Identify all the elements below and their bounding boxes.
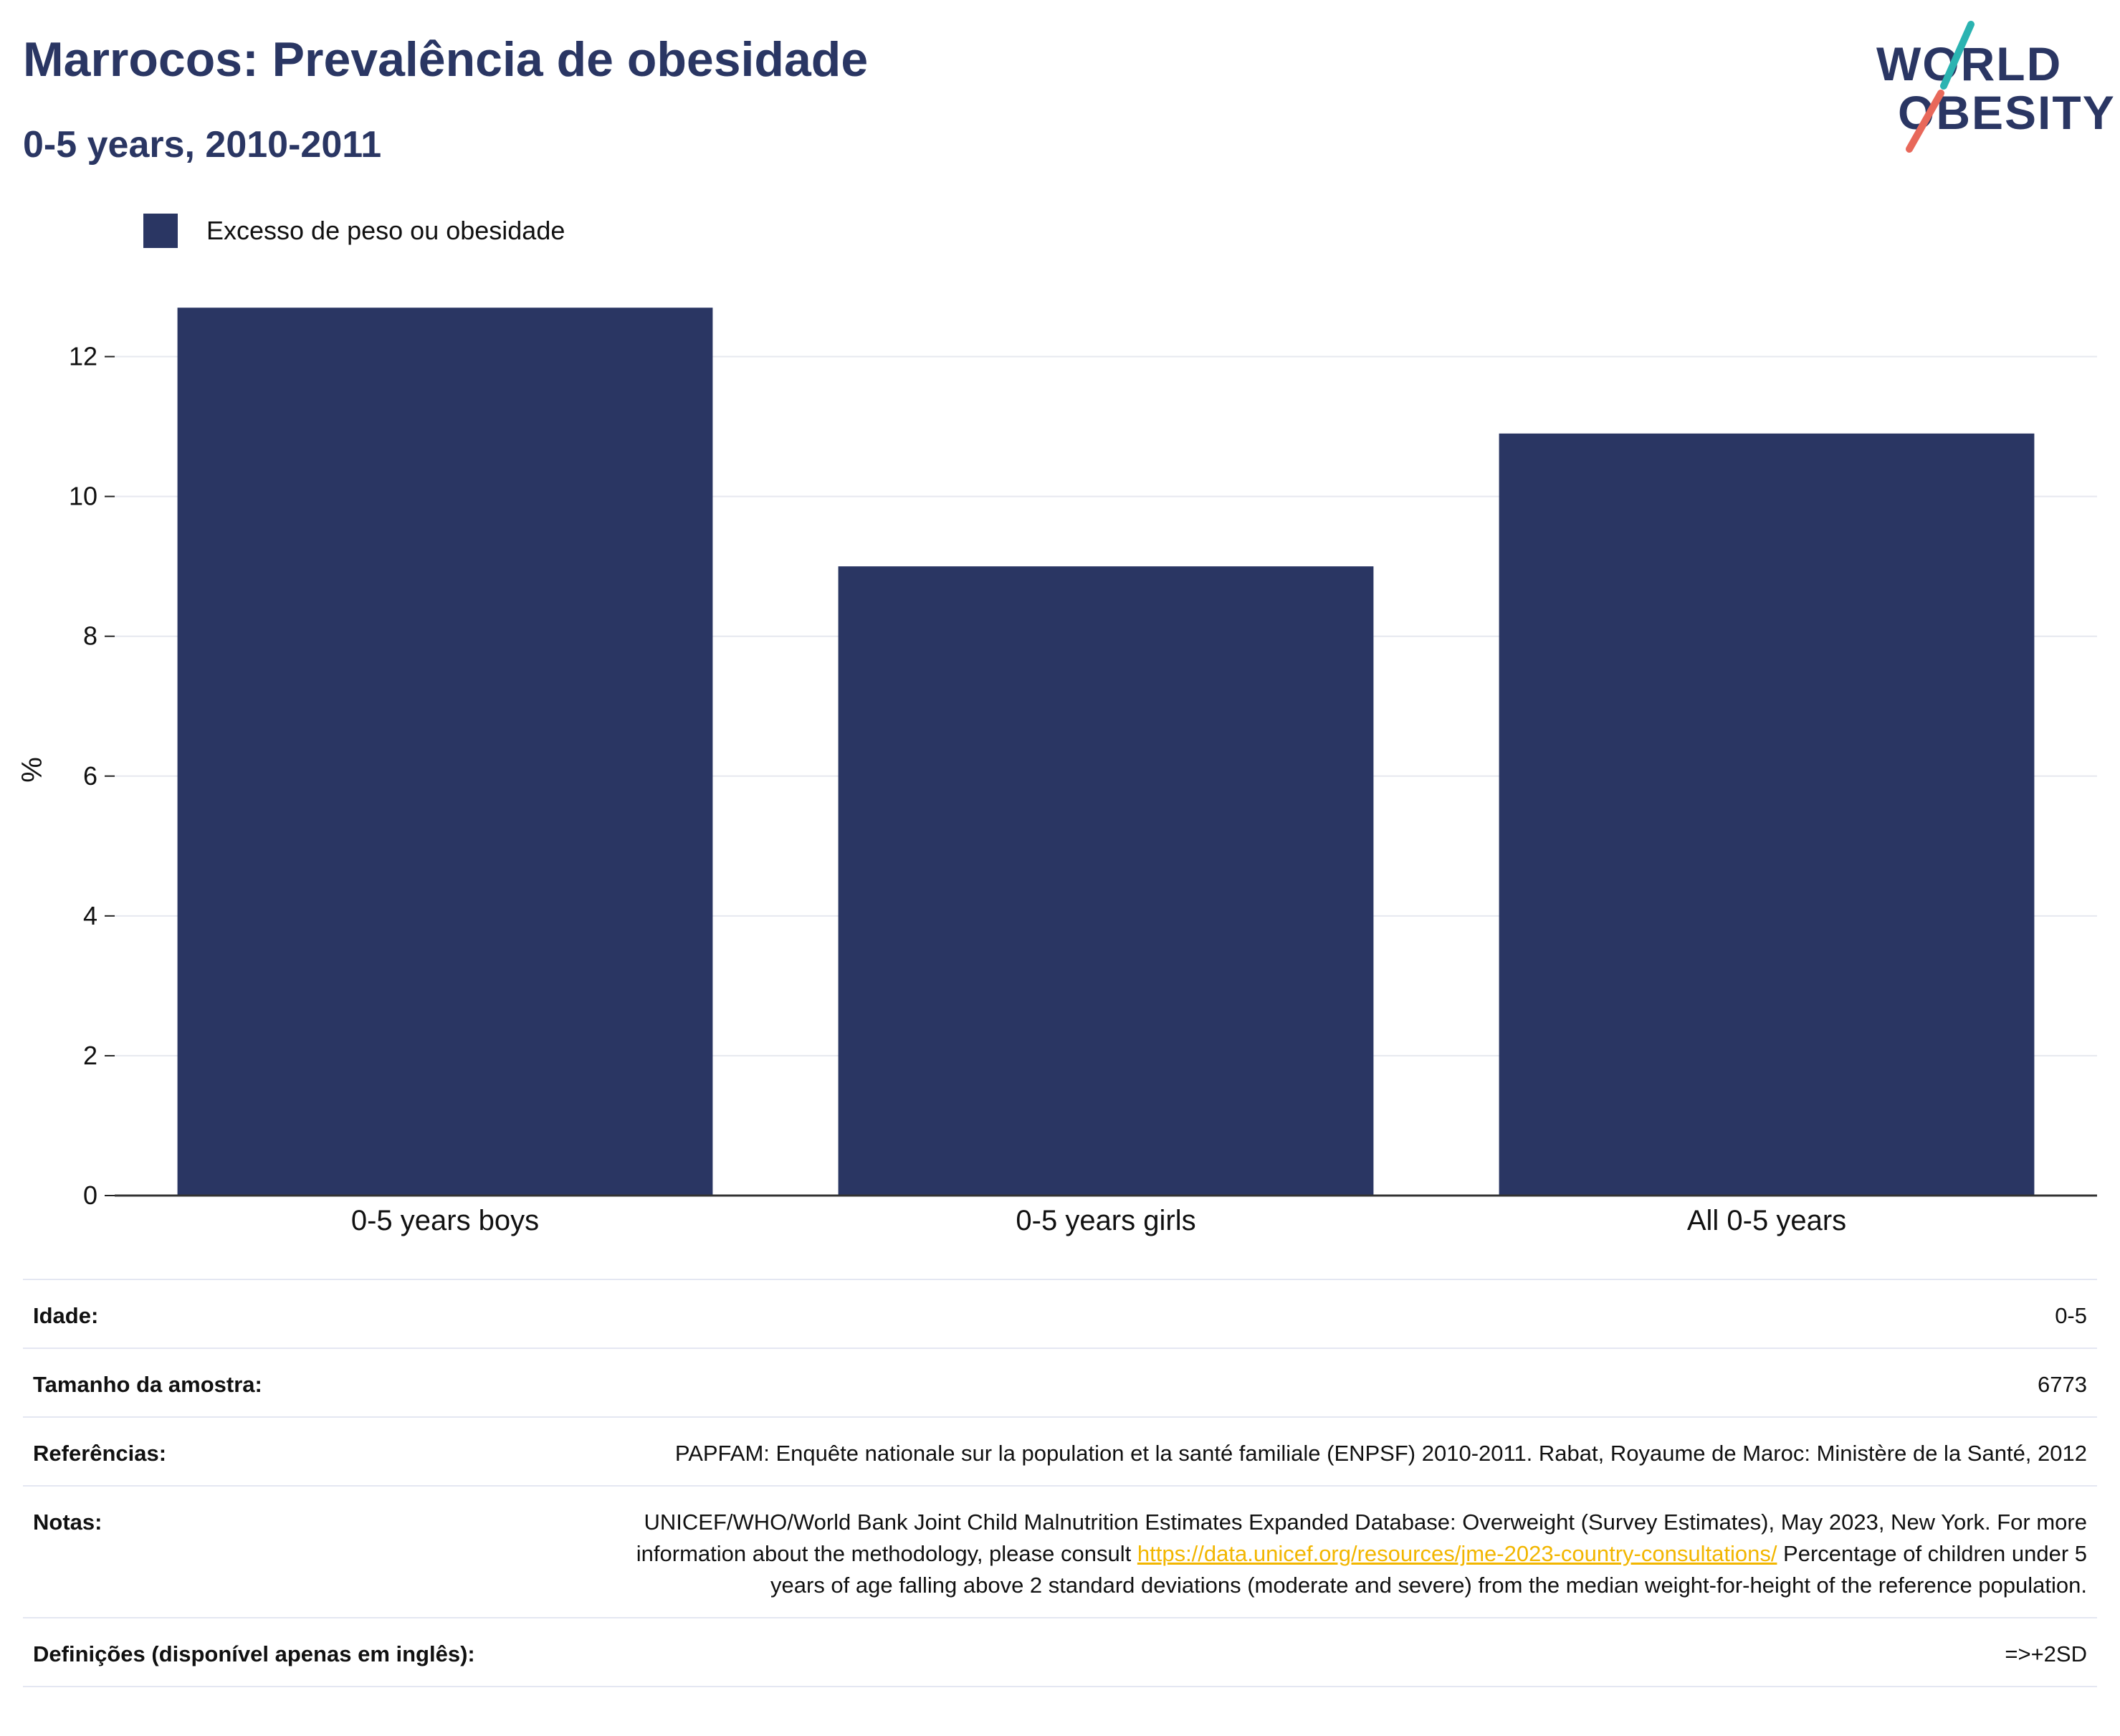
metadata-table: Idade: 0-5 Tamanho da amostra: 6773 Refe… [23, 1279, 2097, 1687]
y-tick-label: 8 [83, 621, 97, 651]
y-axis-label: % [16, 757, 48, 783]
y-tick-label: 6 [83, 761, 97, 791]
meta-key: Tamanho da amostra: [33, 1372, 262, 1397]
bar [1499, 433, 2035, 1196]
y-tick-label: 10 [69, 482, 97, 511]
meta-row-references: Referências: PAPFAM: Enquête nationale s… [23, 1416, 2097, 1485]
logo-text-line1: WORLD [1876, 37, 2063, 90]
methodology-link[interactable]: https://data.unicef.org/resources/jme-20… [1137, 1541, 1777, 1566]
meta-row-age: Idade: 0-5 [23, 1279, 2097, 1348]
y-tick-label: 0 [83, 1181, 97, 1210]
meta-value: UNICEF/WHO/World Bank Joint Child Malnut… [596, 1507, 2087, 1601]
y-tick-label: 4 [83, 901, 97, 930]
meta-row-sample-size: Tamanho da amostra: 6773 [23, 1348, 2097, 1416]
logo-slash-icon [1906, 21, 1975, 153]
meta-row-definitions: Definições (disponível apenas em inglês)… [23, 1617, 2097, 1687]
meta-value: 0-5 [2055, 1303, 2087, 1328]
bar [177, 307, 713, 1196]
meta-row-notes: Notas: UNICEF/WHO/World Bank Joint Child… [23, 1485, 2097, 1617]
meta-key: Notas: [33, 1510, 102, 1535]
meta-value: =>+2SD [2005, 1641, 2087, 1666]
notes-text-before: UNICEF/WHO/World Bank Joint Child Malnut… [636, 1510, 2087, 1566]
world-obesity-logo: WORLD OBESITY [1863, 20, 2114, 156]
legend-swatch [143, 214, 178, 248]
bar [838, 566, 1374, 1196]
chart-legend: Excesso de peso ou obesidade [143, 214, 565, 248]
meta-key: Definições (disponível apenas em inglês)… [33, 1641, 475, 1666]
y-tick-label: 12 [69, 342, 97, 371]
meta-value: 6773 [2038, 1372, 2087, 1397]
legend-label: Excesso de peso ou obesidade [206, 216, 565, 245]
meta-key: Referências: [33, 1441, 167, 1466]
meta-value: PAPFAM: Enquête nationale sur la populat… [674, 1441, 2087, 1466]
page-subtitle: 0-5 years, 2010-2011 [23, 124, 382, 166]
x-tick-label: 0-5 years girls [1016, 1205, 1195, 1236]
x-tick-label: All 0-5 years [1687, 1205, 1846, 1236]
meta-key: Idade: [33, 1303, 99, 1328]
x-tick-label: 0-5 years boys [351, 1205, 539, 1236]
notes-text-after: Percentage of children under 5 years of … [770, 1541, 2087, 1598]
page-title: Marrocos: Prevalência de obesidade [23, 32, 869, 87]
bar-chart: 0 2 4 6 8 10 12% 0-5 years boys 0-5 years girls A… [16, 307, 2097, 1236]
y-tick-label: 2 [83, 1041, 97, 1070]
